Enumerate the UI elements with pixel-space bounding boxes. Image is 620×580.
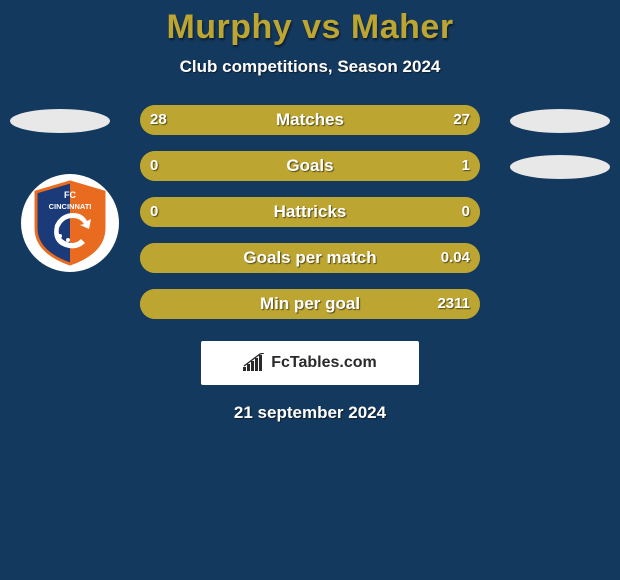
- stat-value-left: 0: [150, 151, 158, 181]
- stat-value-right: 1: [462, 151, 470, 181]
- svg-text:CINCINNATI: CINCINNATI: [49, 202, 92, 211]
- player-marker-left: [10, 109, 110, 133]
- stat-value-left: 28: [150, 105, 167, 135]
- fctables-badge: FcTables.com: [201, 341, 419, 385]
- stat-value-right: 27: [453, 105, 470, 135]
- stat-bar-track: [140, 243, 480, 273]
- subtitle: Club competitions, Season 2024: [0, 57, 620, 77]
- bar-chart-icon: [243, 353, 265, 373]
- stat-value-right: 0.04: [441, 243, 470, 273]
- page-title: Murphy vs Maher: [0, 8, 620, 47]
- stat-bar-fill-right: [201, 151, 480, 181]
- fctables-label: FcTables.com: [271, 354, 377, 372]
- stat-value-left: 0: [150, 197, 158, 227]
- stat-value-right: 2311: [437, 289, 470, 319]
- stat-bar-track: [140, 289, 480, 319]
- team-logo-left: FC CINCINNATI: [21, 174, 119, 272]
- player-marker-right: [510, 155, 610, 179]
- stat-value-right: 0: [462, 197, 470, 227]
- date-text: 21 september 2024: [0, 403, 620, 423]
- stat-bar-track: [140, 197, 480, 227]
- stat-row: Min per goal2311: [0, 289, 620, 335]
- fc-cincinnati-logo: FC CINCINNATI: [30, 180, 110, 266]
- stat-bar-fill-left: [140, 197, 480, 227]
- stat-bar-fill-right: [140, 289, 480, 319]
- stat-bar-fill-right: [140, 243, 480, 273]
- player-marker-right: [510, 109, 610, 133]
- stat-bar-track: [140, 105, 480, 135]
- stat-bar-track: [140, 151, 480, 181]
- svg-text:FC: FC: [64, 190, 76, 200]
- stat-row: Matches2827: [0, 105, 620, 151]
